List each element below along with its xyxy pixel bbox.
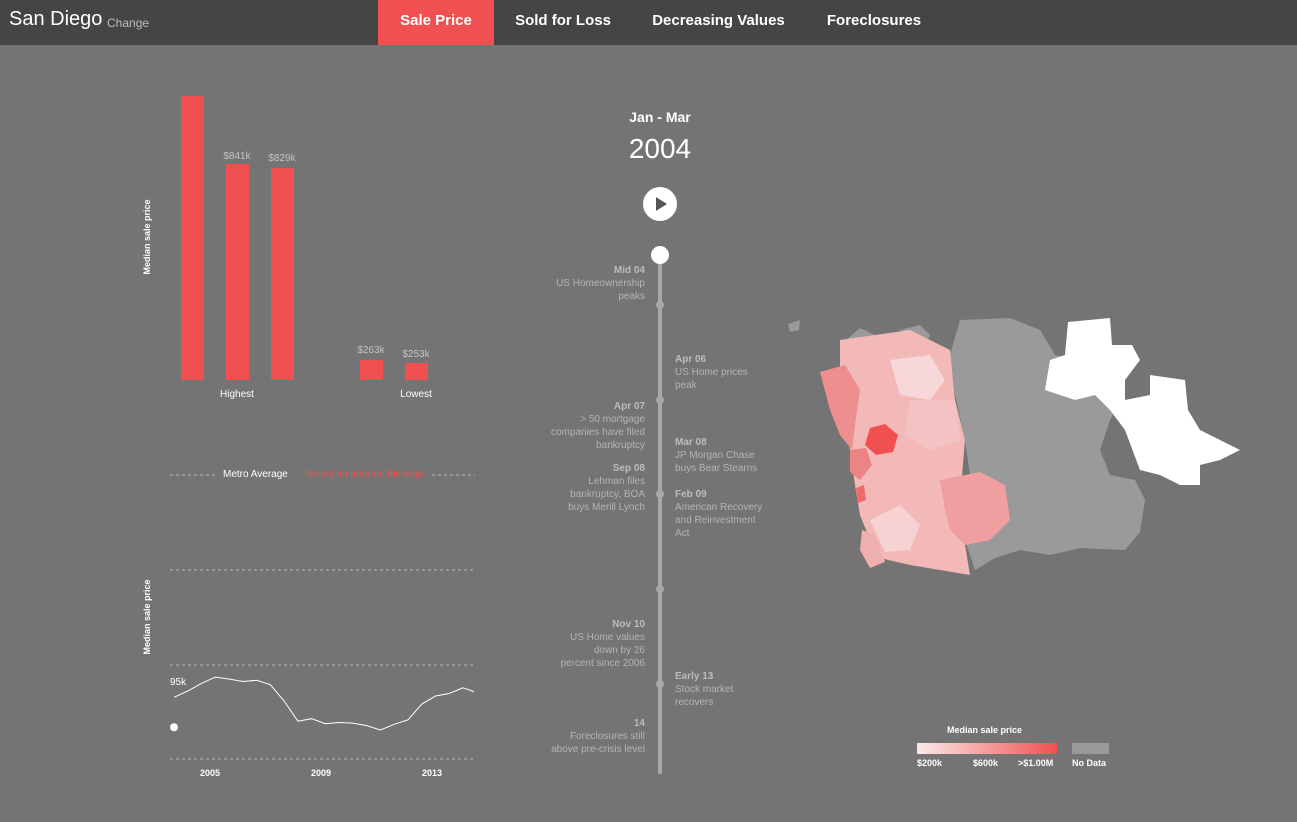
event-text: JP Morgan Chase buys Bear Stearns	[675, 450, 758, 474]
event-date: Sep 08	[612, 463, 645, 474]
metro-average-divider	[170, 474, 475, 476]
legend-mid-label: $600k	[973, 758, 999, 768]
map-region-light[interactable]	[860, 530, 885, 568]
city-title: San Diego	[9, 8, 103, 30]
tab-sale-price[interactable]: Sale Price	[378, 0, 494, 45]
event-date: Apr 07	[613, 401, 645, 412]
timeline-event: Nov 10 US Home values down by 26 percent…	[485, 618, 645, 670]
event-date: Early 13	[675, 671, 714, 682]
tab-sold-for-loss[interactable]: Sold for Loss	[515, 12, 611, 29]
timeline-event: Early 13 Stock market recovers	[675, 670, 785, 709]
x-tick-label: 2005	[200, 768, 221, 778]
map-region-medium[interactable]	[940, 472, 1010, 545]
timeline-event: Apr 06 US Home prices peak	[675, 353, 785, 392]
event-date: Nov 10	[612, 619, 645, 630]
tab-decreasing-values[interactable]: Decreasing Values	[652, 12, 785, 29]
bar-value-label: $841k	[223, 151, 251, 162]
event-date: Feb 09	[675, 489, 707, 500]
current-value-label: 95k	[170, 677, 187, 688]
event-text: American Recovery and Reinvestment Act	[675, 502, 763, 539]
timeline-event: 14 Foreclosures still above pre-crisis l…	[485, 717, 645, 756]
legend-gradient	[917, 743, 1057, 754]
event-date: Mar 08	[675, 437, 707, 448]
timeline-tick	[656, 301, 664, 309]
map-region-white[interactable]	[1045, 318, 1240, 485]
current-value-marker[interactable]	[170, 723, 178, 732]
timeline-event: Sep 08 Lehman files bankruptcy, BOA buys…	[485, 462, 645, 514]
legend-title: Median sale price	[947, 725, 1023, 735]
legend-low-label: $200k	[917, 758, 943, 768]
event-text: US Home prices peak	[675, 367, 748, 391]
top-nav-bar: San Diego Change Sale Price Sold for Los…	[0, 0, 1297, 45]
x-tick-label: 2013	[422, 768, 443, 778]
bar-value-label: $829k	[268, 153, 296, 164]
bar-value-label: $253k	[402, 349, 430, 360]
legend-no-data-label: No Data	[1072, 758, 1107, 768]
line-chart-ylabel: Median sale price	[142, 579, 152, 655]
timeline-event: Mar 08 JP Morgan Chase buys Bear Stearns	[675, 436, 785, 475]
timeline-slider-handle[interactable]	[651, 246, 669, 264]
year-label: 2004	[628, 133, 692, 164]
event-date: Apr 06	[675, 354, 707, 365]
event-text: Lehman files bankruptcy, BOA buys Merill…	[568, 476, 645, 513]
play-button[interactable]	[643, 187, 677, 221]
bar-lowest-1[interactable]	[360, 360, 383, 380]
tab-foreclosures[interactable]: Foreclosures	[826, 12, 922, 29]
event-text: > 50 mortgage companies have filed bankr…	[551, 414, 645, 451]
event-date: 14	[633, 718, 645, 729]
event-text: Stock market recovers	[675, 684, 734, 708]
bar-lowest-label: Lowest	[400, 389, 432, 400]
event-text: US Home values down by 26 percent since …	[560, 632, 645, 669]
timeline-track	[651, 246, 669, 774]
bar-value-label: $263k	[357, 345, 385, 356]
legend-no-data-swatch	[1072, 743, 1109, 754]
bar-highest-2[interactable]	[226, 164, 249, 380]
metro-average-label: Metro Average	[223, 469, 288, 480]
map-region-hot[interactable]	[865, 424, 898, 455]
select-area-prompt[interactable]: Select an area on the map	[306, 469, 424, 480]
event-text: Foreclosures still above pre-crisis leve…	[551, 731, 645, 755]
map-region-pale[interactable]	[890, 355, 945, 400]
map-region-light[interactable]	[905, 400, 960, 450]
map-region-hot[interactable]	[856, 485, 866, 503]
bar-highest-1[interactable]	[181, 96, 204, 380]
timeline-event: Feb 09 American Recovery and Reinvestmen…	[675, 488, 785, 540]
bar-highest-label: Highest	[220, 389, 254, 400]
event-text: US Homeownership peaks	[556, 278, 645, 302]
x-tick-label: 2009	[311, 768, 332, 778]
play-icon	[656, 197, 667, 211]
timeline-tick	[656, 396, 664, 404]
bar-lowest-2[interactable]	[405, 363, 428, 380]
map-region-no-data[interactable]	[788, 320, 800, 332]
metro-average-line	[173, 676, 475, 731]
bar-highest-3[interactable]	[271, 168, 294, 380]
timeline-tick	[656, 585, 664, 593]
map-region-medium[interactable]	[850, 448, 872, 480]
bar-chart: $841k $829k $263k $253k Highest Lowest	[181, 96, 432, 400]
change-city-link[interactable]: Change	[107, 16, 150, 30]
line-chart: 95k	[170, 569, 475, 760]
san-diego-map[interactable]	[780, 300, 1250, 590]
event-date: Mid 04	[613, 265, 645, 276]
map-region-medium[interactable]	[820, 365, 860, 450]
map-region-pale[interactable]	[870, 505, 920, 552]
timeline-event: Mid 04 US Homeownership peaks	[485, 264, 645, 303]
period-label: Jan - Mar	[629, 109, 691, 125]
legend-high-label: >$1.00M	[1018, 758, 1054, 768]
timeline-tick	[656, 490, 664, 498]
timeline-tick	[656, 680, 664, 688]
timeline-event: Apr 07 > 50 mortgage companies have file…	[485, 400, 645, 452]
